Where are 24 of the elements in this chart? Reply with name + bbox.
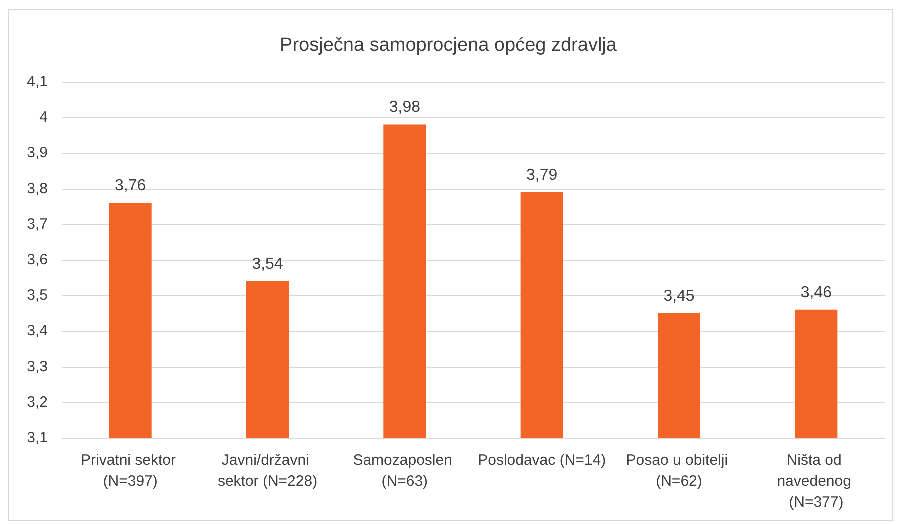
y-tick-label: 4 (40, 109, 48, 126)
x-tick-label: Ništa od navedenog (N=377) (777, 452, 856, 511)
y-tick-label: 3,9 (27, 144, 48, 162)
y-tick-label: 3,8 (27, 180, 48, 198)
data-label: 3,98 (389, 99, 421, 116)
data-label: 3,54 (252, 256, 284, 273)
data-label: 3,79 (526, 166, 558, 184)
x-tick-label: Privatni sektor (N=397) (80, 452, 180, 490)
x-tick-label: Poslodavac (N=14) (478, 452, 606, 469)
x-tick-label: Posao u obitelji (N=62) (626, 452, 732, 490)
y-tick-label: 3,7 (27, 216, 48, 233)
y-tick-label: 3,6 (27, 252, 48, 268)
data-label: 3,46 (800, 284, 832, 302)
y-tick-label: 4,1 (27, 74, 48, 90)
y-tick-label: 3,3 (27, 358, 48, 376)
x-tick-label: Samozaposlen (N=63) (353, 452, 457, 490)
y-tick-label: 3,2 (27, 394, 48, 411)
y-tick-label: 3,1 (27, 430, 48, 446)
y-tick-label: 3,5 (27, 287, 48, 304)
data-label: 3,76 (115, 178, 146, 195)
data-label: 3,45 (664, 288, 695, 305)
y-tick-label: 3,4 (27, 322, 48, 340)
x-tick-label: Javni/državni sektor (N=228) (218, 452, 318, 490)
chart-title: Prosječna samoprocjena općeg zdravlja (280, 35, 618, 56)
